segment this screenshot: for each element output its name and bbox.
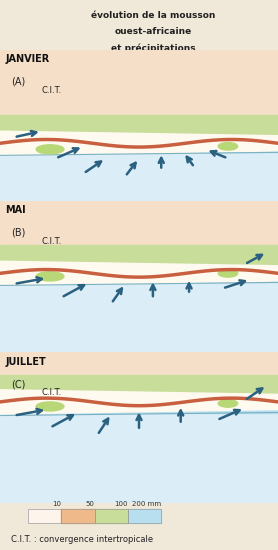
Bar (0, 282, 278, 352)
Bar (0, 245, 278, 264)
Polygon shape (0, 390, 278, 414)
Bar (28, 509, 61, 523)
Polygon shape (0, 261, 278, 285)
Text: 200 mm: 200 mm (132, 500, 161, 507)
Text: C.I.T.: C.I.T. (42, 237, 62, 246)
Bar (0, 134, 278, 152)
Bar (0, 152, 278, 201)
Ellipse shape (36, 272, 64, 281)
Bar (95, 509, 128, 523)
Ellipse shape (36, 145, 64, 154)
Text: C.I.T.: C.I.T. (42, 86, 62, 95)
Text: évolution de la mousson: évolution de la mousson (91, 11, 215, 20)
Ellipse shape (218, 400, 238, 407)
Text: 50: 50 (86, 500, 95, 507)
Bar (0, 412, 278, 503)
Bar (61, 509, 95, 523)
Text: JANVIER: JANVIER (6, 54, 50, 64)
Text: et précipitations: et précipitations (111, 43, 195, 53)
Text: ouest-africaine: ouest-africaine (114, 27, 192, 36)
Ellipse shape (218, 142, 238, 150)
Bar (0, 394, 278, 412)
Text: JUILLET: JUILLET (6, 356, 46, 366)
Ellipse shape (36, 402, 64, 411)
Bar (0, 264, 278, 282)
Text: (C): (C) (11, 379, 26, 389)
Ellipse shape (218, 270, 238, 277)
Bar (95, 509, 128, 523)
Text: (B): (B) (11, 228, 26, 238)
Bar (28, 509, 61, 523)
Bar (0, 114, 278, 134)
Text: 100: 100 (114, 500, 128, 507)
Text: (A): (A) (11, 77, 25, 87)
Bar (61, 509, 95, 523)
Text: C.I.T.: C.I.T. (42, 388, 62, 397)
Text: MAI: MAI (6, 205, 26, 215)
Polygon shape (0, 131, 278, 155)
Bar (0, 375, 278, 394)
Text: C.I.T. : convergence intertropicale: C.I.T. : convergence intertropicale (11, 535, 153, 544)
Text: 10: 10 (52, 500, 61, 507)
Bar (128, 509, 161, 523)
Bar (128, 509, 161, 523)
